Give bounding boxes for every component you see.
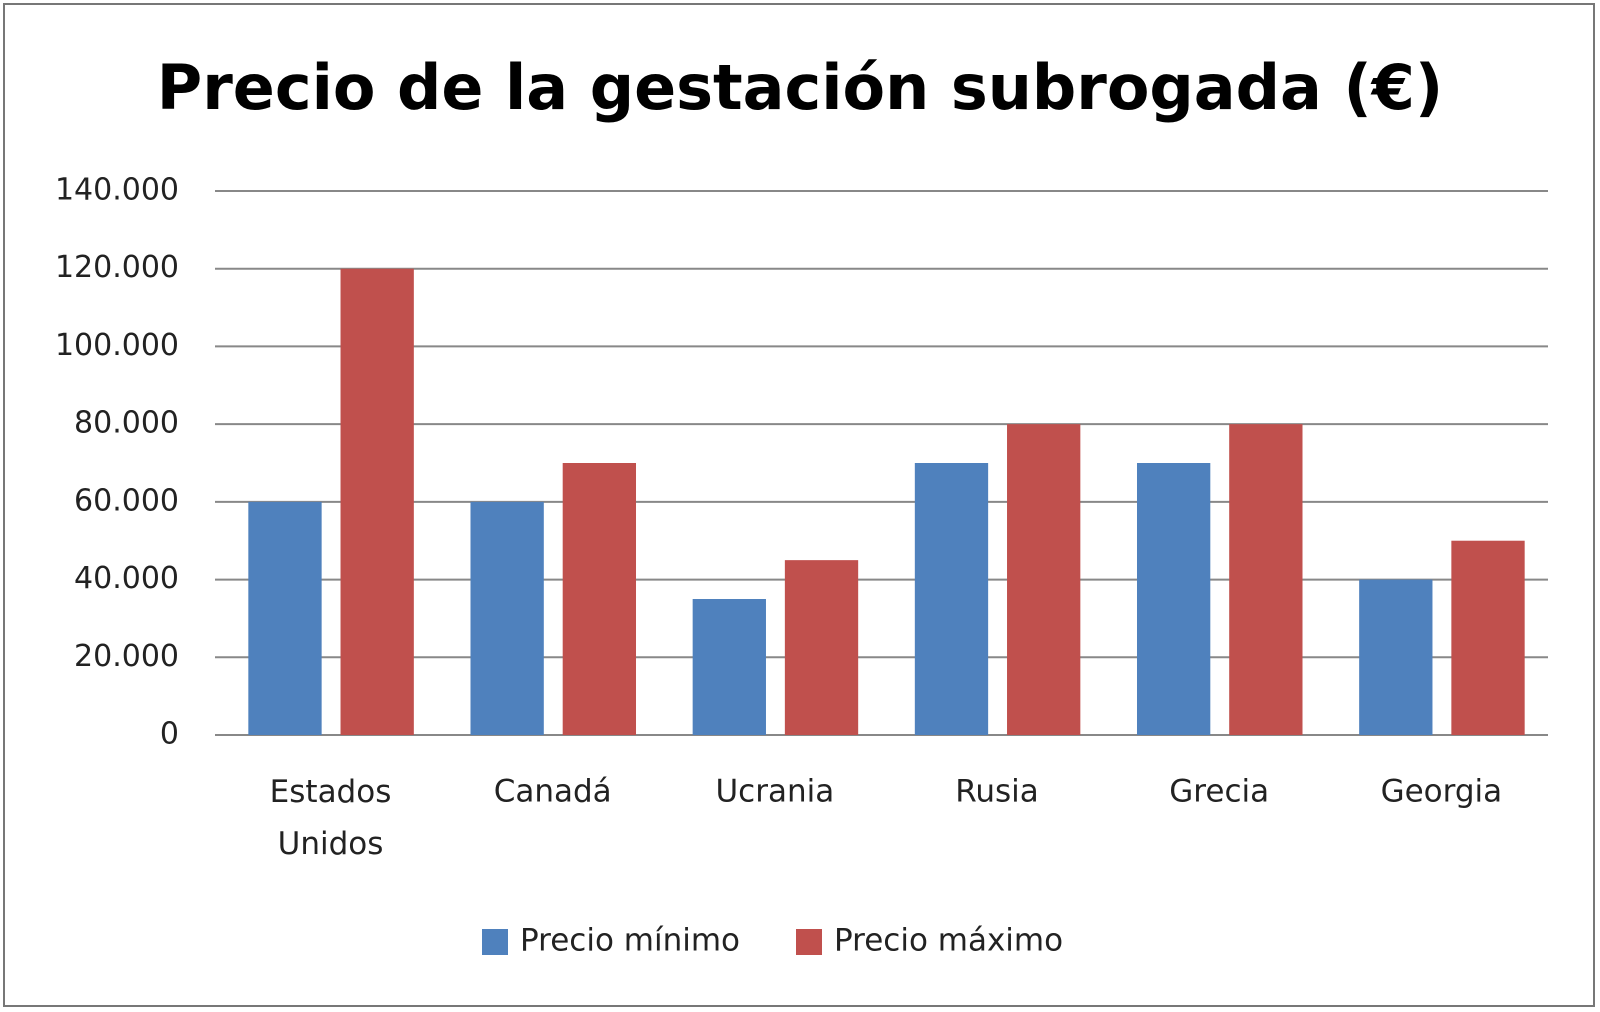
bar [1359,579,1433,735]
bar [1136,463,1211,735]
bar [1451,540,1525,735]
chart-frame [3,3,1595,1007]
y-tick-label: 80.000 [74,406,179,441]
bar [562,463,637,735]
bar [1229,424,1303,735]
x-tick-label: Georgia [1381,774,1503,810]
legend-swatch [796,929,822,955]
legend-swatch [482,929,508,955]
legend-label: Precio mínimo [520,923,740,959]
y-tick-label: 20.000 [74,639,179,674]
x-tick-label: Rusia [955,774,1039,810]
bar [470,501,544,735]
chart-title: Precio de la gestación subrogada (€) [157,51,1444,124]
y-tick-label: 60.000 [74,483,179,518]
y-tick-label: 40.000 [74,561,179,596]
bar [340,268,414,735]
bar [692,599,766,735]
y-tick-label: 0 [160,717,179,752]
x-tick-label: Grecia [1169,774,1269,810]
y-tick-label: 100.000 [55,328,179,363]
x-tick-label: Ucrania [715,774,834,810]
bar [784,560,859,735]
x-tick-label: Estados Unidos [270,774,392,862]
x-tick-label: Canadá [494,774,612,810]
y-tick-label: 140.000 [55,173,179,208]
y-tick-label: 120.000 [55,250,179,285]
bar [914,463,989,735]
bar [248,501,322,735]
bar [1007,424,1081,735]
legend-label: Precio máximo [834,923,1063,959]
